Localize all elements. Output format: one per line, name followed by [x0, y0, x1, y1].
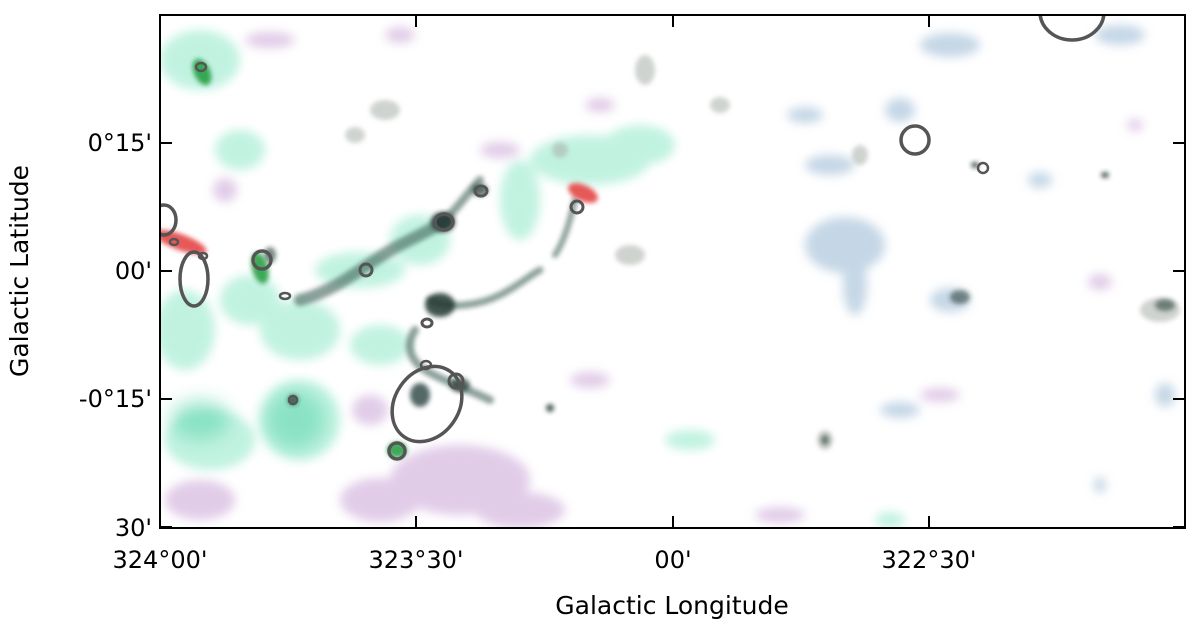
contour-ellipse — [168, 237, 180, 247]
contour-ellipse — [1038, 15, 1106, 42]
contour-ellipse — [197, 251, 209, 261]
contour-ellipse — [251, 249, 273, 271]
y-tick-labels: 0°15' 00' -0°15' 30' — [79, 129, 152, 542]
contour-ellipse — [899, 124, 931, 156]
contour-ellipse — [278, 291, 292, 301]
blue-emission — [787, 25, 1175, 493]
y-tick-label: 0°15' — [88, 129, 152, 157]
contour-ellipse — [420, 317, 434, 329]
contour-ellipse — [287, 394, 299, 406]
y-tick-label: 00' — [115, 257, 152, 285]
cyan-core — [170, 390, 325, 450]
contour-ellipse — [569, 199, 585, 215]
dark-cores — [264, 162, 1175, 445]
purple-emission — [165, 27, 1143, 528]
contour-ellipse — [160, 203, 178, 237]
contour-ellipse — [447, 372, 465, 390]
x-tick-label: 323°30' — [369, 546, 464, 574]
contour-ellipse — [390, 364, 464, 444]
emission-map — [160, 25, 1180, 528]
contour-ellipse — [178, 250, 210, 308]
x-tick-label: 324°00' — [113, 546, 208, 574]
y-tick-label: -0°15' — [79, 385, 152, 413]
y-axis-title: Galactic Latitude — [5, 165, 34, 377]
x-tick-label: 322°30' — [882, 546, 977, 574]
ticks — [159, 15, 1185, 528]
contour-ellipse — [433, 212, 455, 232]
contour-ellipse — [358, 262, 374, 278]
contour-ellipse — [473, 184, 489, 198]
y-tick-label: 30' — [115, 514, 152, 542]
x-tick-labels: 324°00' 323°30' 00' 322°30' — [113, 546, 977, 574]
x-tick-label: 00' — [654, 546, 691, 574]
contour-ellipse — [194, 61, 208, 73]
source-contours — [160, 15, 1106, 461]
contour-ellipse — [976, 161, 990, 175]
contour-ellipse — [387, 441, 407, 461]
x-axis-title: Galactic Longitude — [555, 591, 788, 620]
